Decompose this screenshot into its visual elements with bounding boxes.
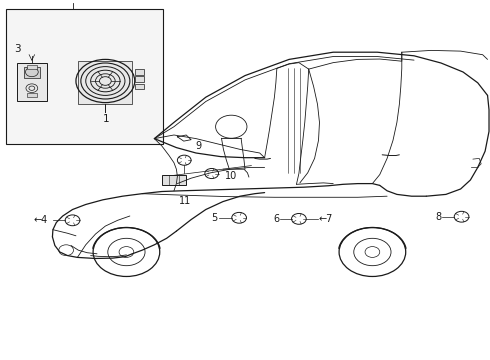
FancyBboxPatch shape bbox=[27, 65, 37, 69]
Bar bbox=[6, 9, 163, 144]
FancyBboxPatch shape bbox=[27, 93, 37, 97]
Text: 1: 1 bbox=[103, 114, 110, 125]
Text: 6: 6 bbox=[273, 214, 279, 224]
FancyBboxPatch shape bbox=[135, 69, 144, 75]
Bar bbox=[78, 61, 132, 104]
Text: ←7: ←7 bbox=[318, 214, 333, 224]
Text: ←4: ←4 bbox=[34, 215, 48, 225]
Text: 2: 2 bbox=[70, 0, 76, 1]
FancyBboxPatch shape bbox=[135, 84, 144, 89]
Text: 10: 10 bbox=[225, 171, 238, 181]
Text: 9: 9 bbox=[195, 141, 201, 151]
Text: 8: 8 bbox=[435, 212, 441, 222]
FancyBboxPatch shape bbox=[24, 67, 40, 78]
Text: 5: 5 bbox=[211, 213, 217, 223]
FancyBboxPatch shape bbox=[162, 175, 186, 185]
FancyBboxPatch shape bbox=[135, 76, 144, 82]
FancyBboxPatch shape bbox=[17, 63, 47, 101]
Text: 11: 11 bbox=[179, 196, 191, 206]
Text: 3: 3 bbox=[14, 44, 21, 54]
